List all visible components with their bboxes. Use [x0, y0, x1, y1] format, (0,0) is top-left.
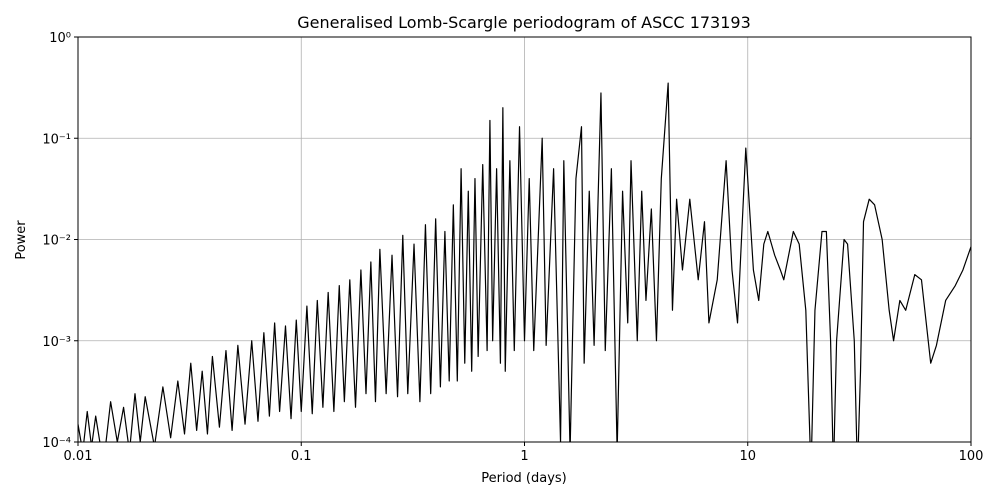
y-axis-label: Power — [14, 220, 29, 260]
x-tick-label: 100 — [959, 449, 984, 464]
plot-area — [78, 82, 971, 442]
y-tick-label: 10⁻¹ — [42, 132, 71, 147]
y-tick-label: 10⁻³ — [42, 335, 71, 350]
x-tick-label: 1 — [520, 449, 528, 464]
ticks: 0.01 0.1 1 10 100 10⁻⁴ 10⁻³ 10⁻² 10⁻¹ 10⁰ — [42, 31, 983, 464]
x-tick-label: 0.01 — [64, 449, 93, 464]
y-tick-label: 10⁻⁴ — [42, 436, 71, 451]
x-tick-label: 10 — [739, 449, 756, 464]
periodogram-line — [78, 82, 971, 442]
x-tick-label: 0.1 — [291, 449, 312, 464]
y-tick-label: 10⁻² — [42, 234, 71, 249]
y-tick-label: 10⁰ — [49, 31, 71, 46]
chart-title: Generalised Lomb-Scargle periodogram of … — [297, 13, 751, 32]
x-axis-label: Period (days) — [481, 471, 567, 486]
